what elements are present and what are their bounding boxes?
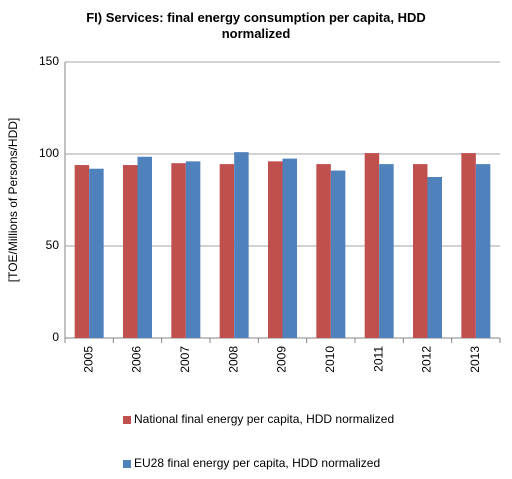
bar bbox=[89, 168, 104, 338]
bar bbox=[330, 170, 346, 338]
x-tick-label: 2005 bbox=[81, 346, 95, 373]
bar bbox=[219, 164, 235, 338]
x-tick-label: 2012 bbox=[420, 346, 434, 373]
legend-swatch bbox=[123, 416, 131, 424]
bar bbox=[171, 163, 186, 338]
bar bbox=[364, 153, 380, 338]
x-tick-label: 2008 bbox=[226, 346, 240, 373]
legend-label: National final energy per capita, HDD no… bbox=[134, 412, 394, 426]
bar bbox=[137, 156, 152, 338]
bar bbox=[413, 164, 428, 338]
x-tick-label: 2009 bbox=[275, 346, 289, 373]
bar bbox=[461, 153, 476, 338]
bar bbox=[282, 158, 297, 338]
x-tick-label: 2006 bbox=[130, 346, 144, 373]
bar bbox=[74, 165, 90, 338]
x-tick-label: 2011 bbox=[371, 346, 385, 372]
bar bbox=[234, 152, 249, 338]
y-axis-label: [TOE/Millions of Persons/HDD] bbox=[6, 118, 20, 283]
x-tick-label: 2010 bbox=[323, 346, 337, 373]
bar bbox=[268, 161, 283, 338]
bar bbox=[379, 164, 394, 338]
legend-label: EU28 final energy per capita, HDD normal… bbox=[134, 456, 380, 470]
x-tick-label: 2007 bbox=[178, 346, 192, 373]
y-tick-label: 0 bbox=[52, 330, 59, 344]
y-tick-label: 50 bbox=[46, 238, 60, 252]
bar bbox=[427, 177, 442, 338]
y-tick-label: 100 bbox=[39, 146, 59, 160]
bar bbox=[475, 164, 491, 338]
chart-title: FI) Services: final energy consumption p… bbox=[86, 10, 426, 41]
bar bbox=[185, 161, 201, 338]
bar bbox=[123, 165, 138, 338]
legend-swatch bbox=[123, 460, 131, 468]
x-tick-label: 2013 bbox=[468, 346, 482, 373]
y-tick-label: 150 bbox=[39, 54, 59, 68]
bar bbox=[316, 164, 331, 338]
